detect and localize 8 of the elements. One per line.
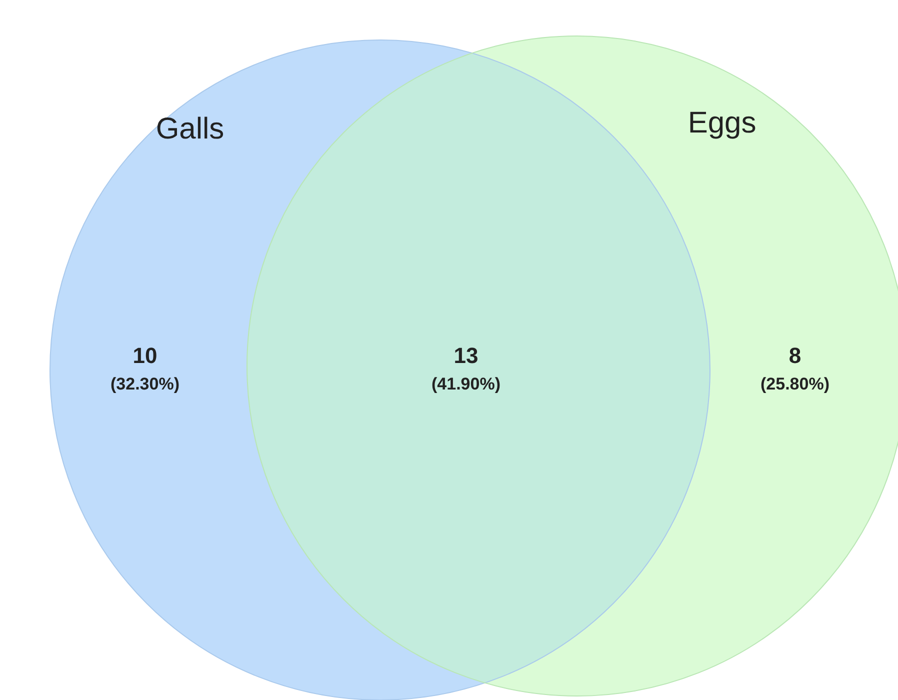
text: Eggs	[688, 106, 756, 140]
text: (25.80%)	[760, 374, 830, 394]
text: (41.90%)	[432, 374, 500, 394]
data-label: 8	[788, 343, 802, 368]
data-label: 10	[132, 343, 158, 368]
text: Galls	[156, 112, 224, 146]
text: (32.30%)	[110, 374, 180, 394]
data-label: 13	[454, 343, 478, 368]
